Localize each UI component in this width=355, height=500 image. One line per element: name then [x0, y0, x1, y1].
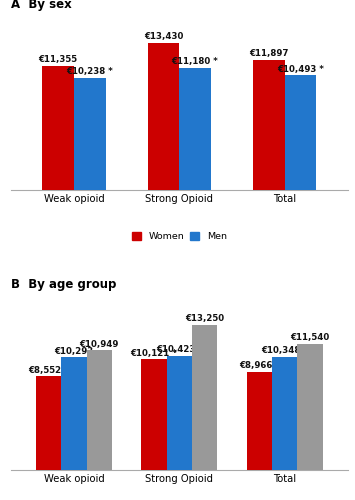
Bar: [148, 43, 179, 190]
Bar: [192, 325, 217, 470]
Bar: [87, 350, 112, 470]
Bar: [166, 356, 192, 470]
Text: €8,966 *: €8,966 *: [239, 362, 280, 370]
Text: €10,238 *: €10,238 *: [66, 68, 113, 76]
Text: €11,355: €11,355: [38, 55, 78, 64]
Text: €10,423 *: €10,423 *: [156, 346, 203, 354]
Bar: [42, 66, 74, 190]
Legend: Women, Men: Women, Men: [132, 232, 227, 241]
Text: A  By sex: A By sex: [11, 0, 71, 11]
Text: €11,180 *: €11,180 *: [172, 57, 218, 66]
Bar: [297, 344, 323, 470]
Text: €10,348 *: €10,348 *: [261, 346, 308, 355]
Text: €10,949: €10,949: [80, 340, 119, 348]
Text: €10,293: €10,293: [54, 347, 93, 356]
Bar: [74, 78, 105, 190]
Bar: [141, 360, 166, 470]
Bar: [247, 372, 272, 470]
Text: €10,121 *: €10,121 *: [131, 348, 178, 358]
Text: €11,897: €11,897: [249, 49, 289, 58]
Bar: [61, 358, 87, 470]
Text: €11,540: €11,540: [290, 333, 329, 342]
Bar: [285, 75, 316, 190]
Bar: [253, 60, 285, 190]
Bar: [179, 68, 211, 190]
Text: B  By age group: B By age group: [11, 278, 116, 291]
Bar: [36, 376, 61, 470]
Text: €8,552 *: €8,552 *: [28, 366, 69, 375]
Text: €13,250: €13,250: [185, 314, 224, 324]
Text: €10,493 *: €10,493 *: [277, 64, 324, 74]
Bar: [272, 357, 297, 470]
Text: €13,430: €13,430: [144, 32, 183, 42]
